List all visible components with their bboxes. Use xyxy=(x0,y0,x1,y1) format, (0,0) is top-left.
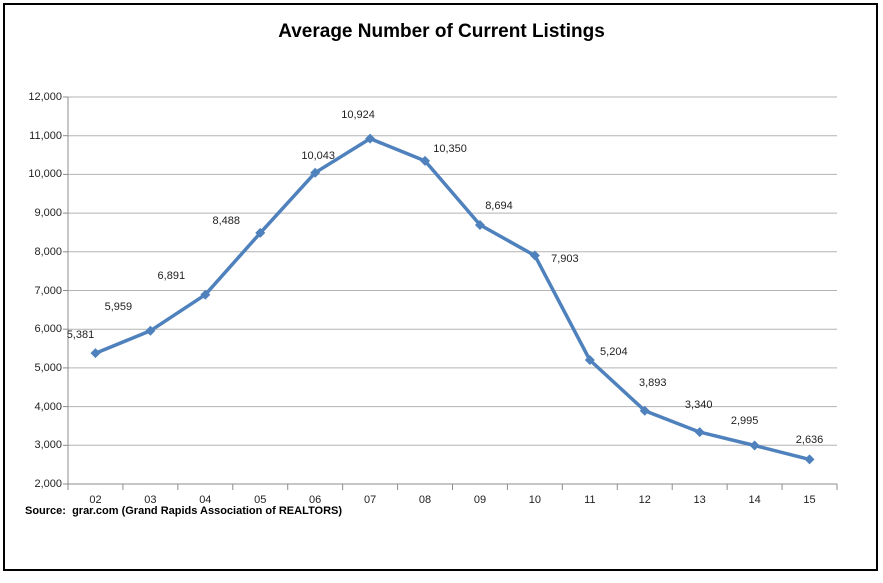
y-axis-tick-label: 4,000 xyxy=(34,400,62,413)
data-label: 7,903 xyxy=(551,252,579,265)
series-line xyxy=(93,136,812,462)
y-axis-tick-label: 10,000 xyxy=(28,168,62,181)
x-axis-tick-label: 02 xyxy=(89,494,102,506)
x-axis-tick-label: 13 xyxy=(693,494,706,506)
x-axis-tick-label: 09 xyxy=(473,494,487,506)
x-axis-tick-label: 08 xyxy=(418,494,432,506)
data-label: 8,488 xyxy=(212,214,241,227)
y-axis-tick-label: 2,000 xyxy=(34,478,62,490)
data-label: 5,959 xyxy=(104,300,133,313)
x-axis-tick-label: 10 xyxy=(528,494,542,506)
data-label: 3,340 xyxy=(684,399,713,412)
data-point-marker xyxy=(749,440,760,451)
x-axis-tick-label: 03 xyxy=(144,494,157,506)
y-axis-tick-label: 12,000 xyxy=(28,91,62,103)
y-axis-tick-label: 5,000 xyxy=(34,361,62,374)
data-point-marker xyxy=(804,454,815,465)
data-point-marker xyxy=(529,250,540,261)
y-axis-tick-label: 11,000 xyxy=(29,129,62,142)
data-point-marker xyxy=(310,167,321,178)
x-axis-tick-label: 14 xyxy=(748,494,761,506)
y-axis-tick-label: 8,000 xyxy=(34,245,62,258)
data-point-marker xyxy=(145,325,156,336)
x-axis-tick-label: 04 xyxy=(199,494,212,506)
data-label: 6,891 xyxy=(157,269,186,282)
data-point-marker xyxy=(90,348,101,359)
data-label: 10,350 xyxy=(433,142,467,155)
source-note: Source: grar.com (Grand Rapids Associati… xyxy=(25,505,343,517)
data-label: 10,043 xyxy=(301,149,335,162)
data-point-marker xyxy=(420,155,431,166)
data-point-marker xyxy=(694,427,705,438)
data-point-marker xyxy=(200,289,211,300)
y-axis-tick-label: 9,000 xyxy=(34,207,62,220)
x-axis-tick-label: 07 xyxy=(363,494,377,506)
y-axis-tick-label: 3,000 xyxy=(34,439,62,452)
y-axis-tick-label: 6,000 xyxy=(34,323,62,336)
x-axis-tick-label: 11 xyxy=(584,494,596,506)
x-axis-tick-label: 12 xyxy=(638,494,651,506)
data-point-marker xyxy=(474,219,485,230)
data-label: 2,636 xyxy=(795,434,824,447)
data-label: 8,694 xyxy=(485,199,513,212)
data-label: 3,893 xyxy=(638,376,667,389)
data-point-marker xyxy=(639,405,650,416)
data-point-marker xyxy=(584,355,595,366)
y-axis-tick-label: 7,000 xyxy=(34,284,62,297)
data-label: 5,204 xyxy=(600,346,628,358)
data-label: 2,995 xyxy=(730,415,759,428)
data-label: 10,924 xyxy=(341,108,375,121)
data-label: 5,381 xyxy=(66,329,95,342)
chart-title: Average Number of Current Listings xyxy=(278,21,605,42)
data-point-marker xyxy=(365,133,376,144)
x-axis-tick-label: 15 xyxy=(803,494,816,506)
data-point-marker xyxy=(255,227,266,238)
x-axis-tick-label: 06 xyxy=(309,494,322,506)
x-axis-tick-label: 05 xyxy=(254,494,267,506)
